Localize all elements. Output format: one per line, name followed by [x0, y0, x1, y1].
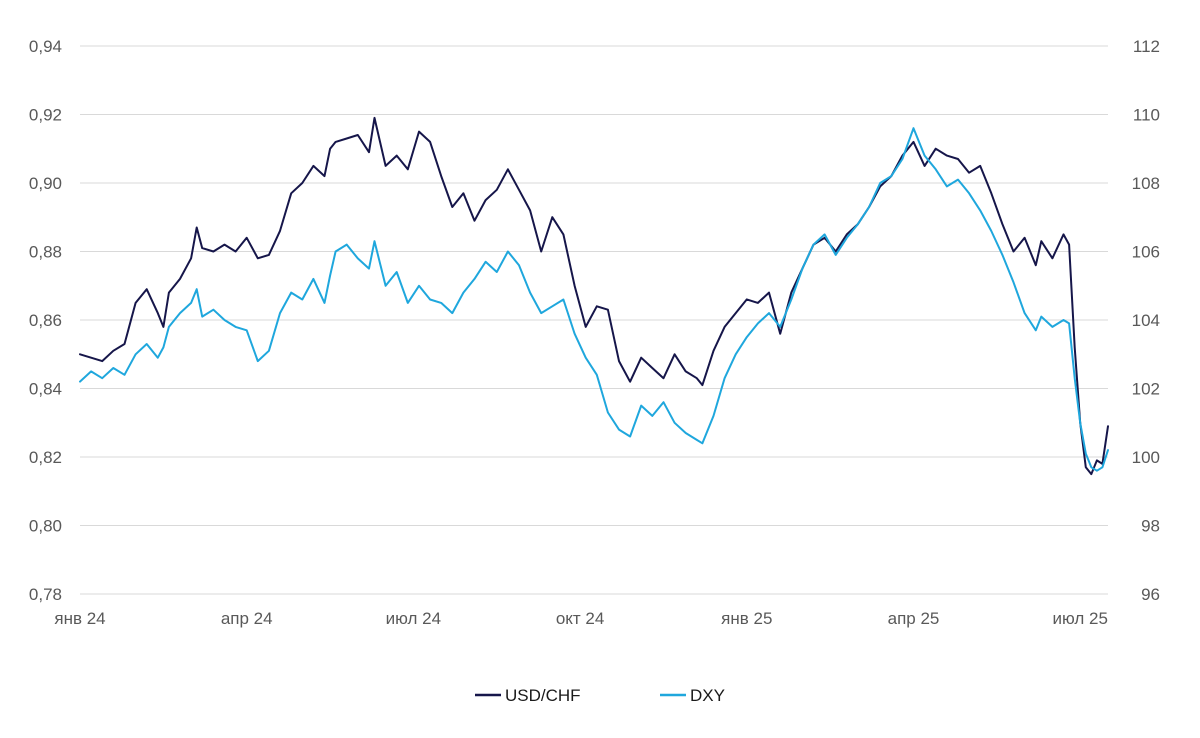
left-tick-label: 0,94 [29, 37, 62, 56]
x-tick-label: июл 24 [386, 609, 441, 628]
x-tick-label: янв 25 [721, 609, 772, 628]
right-tick-label: 108 [1132, 174, 1160, 193]
x-axis-ticks: янв 24 апр 24 июл 24 окт 24 янв 25 апр 25 июл … [54, 609, 1108, 628]
x-tick-label: окт 24 [556, 609, 605, 628]
left-tick-label: 0,82 [29, 448, 62, 467]
left-tick-label: 0,90 [29, 174, 62, 193]
series-layer [79, 116, 1109, 476]
right-tick-label: 100 [1132, 448, 1160, 467]
right-tick-label: 102 [1132, 380, 1160, 399]
left-tick-label: 0,78 [29, 585, 62, 604]
right-tick-label: 96 [1141, 585, 1160, 604]
right-tick-label: 110 [1133, 106, 1160, 125]
legend-label: DXY [690, 686, 725, 705]
series-line-usd-chf [79, 116, 1109, 476]
right-axis-ticks: 96 98 100 102 104 106 108 110 112 [1132, 37, 1160, 604]
x-tick-label: июл 25 [1052, 609, 1107, 628]
x-tick-label: апр 25 [888, 609, 940, 628]
left-axis-ticks: 0,78 0,80 0,82 0,84 0,86 0,88 0,90 0,92 0,94 [29, 37, 62, 604]
left-tick-label: 0,92 [29, 106, 62, 125]
right-tick-label: 98 [1141, 517, 1160, 536]
left-tick-label: 0,88 [29, 243, 62, 262]
right-tick-label: 112 [1133, 37, 1160, 56]
legend-label: USD/CHF [505, 686, 581, 705]
legend: USD/CHF DXY [475, 686, 725, 705]
x-tick-label: апр 24 [221, 609, 273, 628]
x-tick-label: янв 24 [54, 609, 105, 628]
left-tick-label: 0,86 [29, 311, 62, 330]
grid-layer [80, 45, 1108, 595]
series-line-dxy [79, 127, 1109, 472]
left-tick-label: 0,80 [29, 517, 62, 536]
left-tick-label: 0,84 [29, 380, 62, 399]
right-tick-label: 104 [1132, 311, 1160, 330]
right-tick-label: 106 [1132, 243, 1160, 262]
